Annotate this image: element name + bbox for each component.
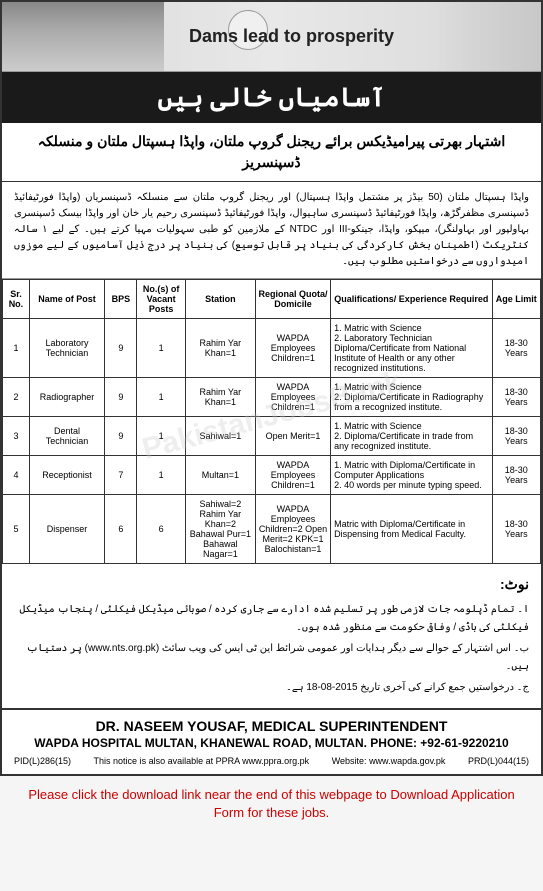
cell-post: Radiographer <box>29 378 104 417</box>
cell-sr: 1 <box>3 319 30 378</box>
table-row: 3Dental Technician91Sahiwal=1Open Merit=… <box>3 417 541 456</box>
pid-left: PID(L)286(15) <box>14 756 71 766</box>
footer: DR. NASEEM YOUSAF, MEDICAL SUPERINTENDEN… <box>2 708 541 774</box>
table-row: 2Radiographer91Rahim Yar Khan=1WAPDA Emp… <box>3 378 541 417</box>
download-notice: Please click the download link near the … <box>0 776 543 832</box>
table-header-row: Sr. No. Name of Post BPS No.(s) of Vacan… <box>3 280 541 319</box>
cell-bps: 9 <box>105 378 137 417</box>
footer-website: Website: www.wapda.gov.pk <box>332 756 446 766</box>
table-row: 1Laboratory Technician91Rahim Yar Khan=1… <box>3 319 541 378</box>
cell-qualifications: 1. Matric with Science 2. Diploma/Certif… <box>331 417 492 456</box>
cell-age: 18-30 Years <box>492 495 540 564</box>
cell-vacant: 1 <box>137 456 185 495</box>
cell-sr: 2 <box>3 378 30 417</box>
cell-sr: 5 <box>3 495 30 564</box>
header-quota: Regional Quota/ Domicile <box>255 280 330 319</box>
cell-station: Sahiwal=2 Rahim Yar Khan=2 Bahawal Pur=1… <box>185 495 255 564</box>
notes-title: نوٹ: <box>14 572 529 597</box>
cell-post: Laboratory Technician <box>29 319 104 378</box>
cell-quota: WAPDA Employees Children=1 <box>255 378 330 417</box>
cell-vacant: 1 <box>137 319 185 378</box>
table-row: 5Dispenser66Sahiwal=2 Rahim Yar Khan=2 B… <box>3 495 541 564</box>
cell-bps: 9 <box>105 319 137 378</box>
header-bps: BPS <box>105 280 137 319</box>
prd-right: PRD(L)044(15) <box>468 756 529 766</box>
table-row: 4Receptionist71Multan=1WAPDA Employees C… <box>3 456 541 495</box>
cell-bps: 6 <box>105 495 137 564</box>
cell-qualifications: 1. Matric with Science 2. Laboratory Tec… <box>331 319 492 378</box>
cell-quota: WAPDA Employees Children=1 <box>255 456 330 495</box>
note-item: ب۔ اس اشتہار کے حوالے سے دیگر ہدایات اور… <box>14 640 529 676</box>
cotton-image <box>433 2 541 71</box>
cell-station: Multan=1 <box>185 456 255 495</box>
cell-bps: 9 <box>105 417 137 456</box>
header-age: Age Limit <box>492 280 540 319</box>
cell-quota: WAPDA Employees Children=2 Open Merit=2 … <box>255 495 330 564</box>
cell-post: Dental Technician <box>29 417 104 456</box>
intro-text: واپڈا ہسپتال ملتان (50 بیڈز پر مشتمل واپ… <box>2 182 541 279</box>
cell-station: Rahim Yar Khan=1 <box>185 319 255 378</box>
cell-station: Sahiwal=1 <box>185 417 255 456</box>
cell-qualifications: Matric with Diploma/Certificate in Dispe… <box>331 495 492 564</box>
header-banner: Dams lead to prosperity <box>2 2 541 72</box>
header-post: Name of Post <box>29 280 104 319</box>
footer-name: DR. NASEEM YOUSAF, MEDICAL SUPERINTENDEN… <box>10 718 533 734</box>
header-station: Station <box>185 280 255 319</box>
dam-image <box>2 2 164 71</box>
notes-section: نوٹ: ا۔ تمام ڈپلومہ جات لازمی طور پر تسل… <box>2 564 541 708</box>
sub-header: اشتہار بھرتی پیرامیڈیکس برائے ریجنل گروپ… <box>2 123 541 182</box>
cell-sr: 4 <box>3 456 30 495</box>
cell-post: Receptionist <box>29 456 104 495</box>
cell-qualifications: 1. Matric with Science 2. Diploma/Certif… <box>331 378 492 417</box>
cell-quota: Open Merit=1 <box>255 417 330 456</box>
cell-qualifications: 1. Matric with Diploma/Certificate in Co… <box>331 456 492 495</box>
cell-post: Dispenser <box>29 495 104 564</box>
cell-age: 18-30 Years <box>492 456 540 495</box>
footer-notice: This notice is also available at PPRA ww… <box>94 756 310 766</box>
banner-text: Dams lead to prosperity <box>189 26 394 47</box>
cell-age: 18-30 Years <box>492 378 540 417</box>
cell-age: 18-30 Years <box>492 417 540 456</box>
cell-vacant: 1 <box>137 378 185 417</box>
cell-quota: WAPDA Employees Children=1 <box>255 319 330 378</box>
cell-bps: 7 <box>105 456 137 495</box>
cell-sr: 3 <box>3 417 30 456</box>
note-item: ج۔ درخواستیں جمع کرانے کی آخری تاریخ 201… <box>14 679 529 697</box>
title-bar: آسامیاں خالی ہیں <box>2 72 541 123</box>
header-sr: Sr. No. <box>3 280 30 319</box>
jobs-table: Sr. No. Name of Post BPS No.(s) of Vacan… <box>2 279 541 564</box>
cell-age: 18-30 Years <box>492 319 540 378</box>
footer-info: PID(L)286(15) This notice is also availa… <box>10 756 533 766</box>
header-qualifications: Qualifications/ Experience Required <box>331 280 492 319</box>
note-item: ا۔ تمام ڈپلومہ جات لازمی طور پر تسلیم شد… <box>14 601 529 637</box>
footer-address: WAPDA HOSPITAL MULTAN, KHANEWAL ROAD, MU… <box>10 736 533 750</box>
cell-vacant: 6 <box>137 495 185 564</box>
cell-vacant: 1 <box>137 417 185 456</box>
job-advertisement-page: Dams lead to prosperity آسامیاں خالی ہیں… <box>0 0 543 776</box>
cell-station: Rahim Yar Khan=1 <box>185 378 255 417</box>
header-vacant: No.(s) of Vacant Posts <box>137 280 185 319</box>
